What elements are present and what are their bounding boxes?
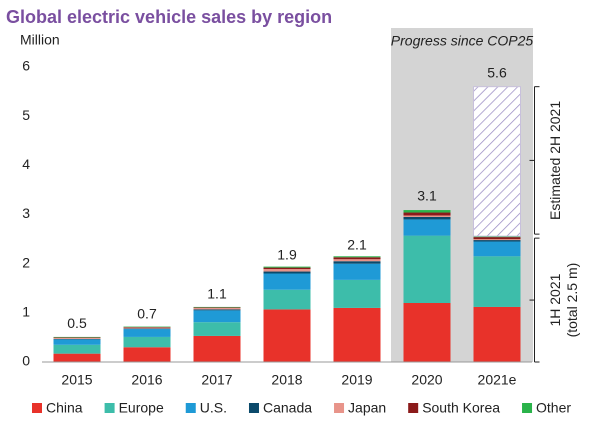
bar-segment xyxy=(473,256,521,307)
highlight-label: Progress since COP25 xyxy=(391,33,534,49)
legend-label: U.S. xyxy=(200,400,227,416)
bar-segment xyxy=(263,269,311,272)
bar-segment xyxy=(193,309,241,311)
legend-label: South Korea xyxy=(422,400,500,416)
bar-segment xyxy=(193,335,241,362)
legend-label: Other xyxy=(536,400,571,416)
y-tick-label: 3 xyxy=(22,205,30,221)
bar-segment xyxy=(53,339,101,345)
bar-segment xyxy=(263,309,311,362)
y-tick-label: 4 xyxy=(22,156,30,172)
legend-label: Canada xyxy=(263,400,312,416)
legend-label: Europe xyxy=(119,400,164,416)
bar-segment xyxy=(263,267,311,270)
bar-segment xyxy=(403,303,451,362)
x-tick-label: 2015 xyxy=(61,372,92,388)
estimate-label: Estimated 2H 2021 xyxy=(547,101,563,220)
bar-segment xyxy=(263,273,311,290)
total-label: 5.6 xyxy=(487,64,507,80)
legend-label: Japan xyxy=(348,400,386,416)
bar-segment xyxy=(473,237,521,240)
chart-title: Global electric vehicle sales by region xyxy=(6,7,332,27)
y-tick-label: 0 xyxy=(22,353,30,369)
y-tick-label: 2 xyxy=(22,254,30,270)
estimate-segment xyxy=(473,86,521,237)
bar-segment xyxy=(193,322,241,336)
bar-segment xyxy=(333,307,381,362)
x-tick-label: 2018 xyxy=(271,372,302,388)
total-label: 0.7 xyxy=(137,305,157,321)
bar-segment xyxy=(473,241,521,257)
legend-swatch xyxy=(248,403,259,413)
bar-segment xyxy=(473,306,521,362)
total-label: 1.1 xyxy=(207,286,227,302)
bar-segment xyxy=(263,266,311,268)
bar-segment xyxy=(333,263,381,280)
bar-segment xyxy=(193,310,241,323)
x-tick-label: 2016 xyxy=(131,372,162,388)
total-label: 1.9 xyxy=(277,246,297,262)
x-tick-label: 2017 xyxy=(201,372,232,388)
bar-segment xyxy=(403,219,451,236)
legend-swatch xyxy=(185,403,196,413)
legend-swatch xyxy=(104,403,115,413)
x-tick-label: 2021e xyxy=(478,372,517,388)
y-tick-label: 1 xyxy=(22,304,30,320)
total-label: 2.1 xyxy=(347,236,367,252)
bar-segment xyxy=(403,235,451,303)
y-tick-label: 5 xyxy=(22,107,30,123)
bar-segment xyxy=(53,344,101,354)
total-label: 3.1 xyxy=(417,187,437,203)
bar-segment xyxy=(123,327,171,329)
bar-segment xyxy=(123,336,171,348)
bar-segment xyxy=(473,240,521,242)
first-half-label: (total 2.5 m) xyxy=(564,263,580,338)
bar-segment xyxy=(333,259,381,262)
bar-segment xyxy=(123,347,171,362)
bar-segment xyxy=(333,261,381,264)
bar-segment xyxy=(263,271,311,274)
bar-segment xyxy=(403,215,451,217)
x-tick-label: 2019 xyxy=(341,372,372,388)
y-tick-label: 6 xyxy=(22,58,30,74)
x-tick-label: 2020 xyxy=(411,372,442,388)
bar-segment xyxy=(403,216,451,220)
legend-label: China xyxy=(46,400,83,416)
bar-segment xyxy=(333,256,381,258)
total-label: 0.5 xyxy=(67,315,87,331)
bar-segment xyxy=(333,279,381,308)
legend-swatch xyxy=(522,403,533,413)
bar-segment xyxy=(123,329,171,337)
legend-swatch xyxy=(334,403,345,413)
first-half-label: 1H 2021 xyxy=(547,273,563,326)
bar-segment xyxy=(53,353,101,362)
y-axis-label: Million xyxy=(20,32,60,48)
bar-segment xyxy=(403,212,451,216)
bar-segment xyxy=(403,210,451,213)
legend-swatch xyxy=(32,403,42,413)
bar-segment xyxy=(473,239,521,241)
bar-segment xyxy=(263,289,311,310)
bar-segment xyxy=(53,337,101,339)
bar-segment xyxy=(193,307,241,310)
bar-segment xyxy=(333,257,381,260)
legend-swatch xyxy=(408,403,419,413)
